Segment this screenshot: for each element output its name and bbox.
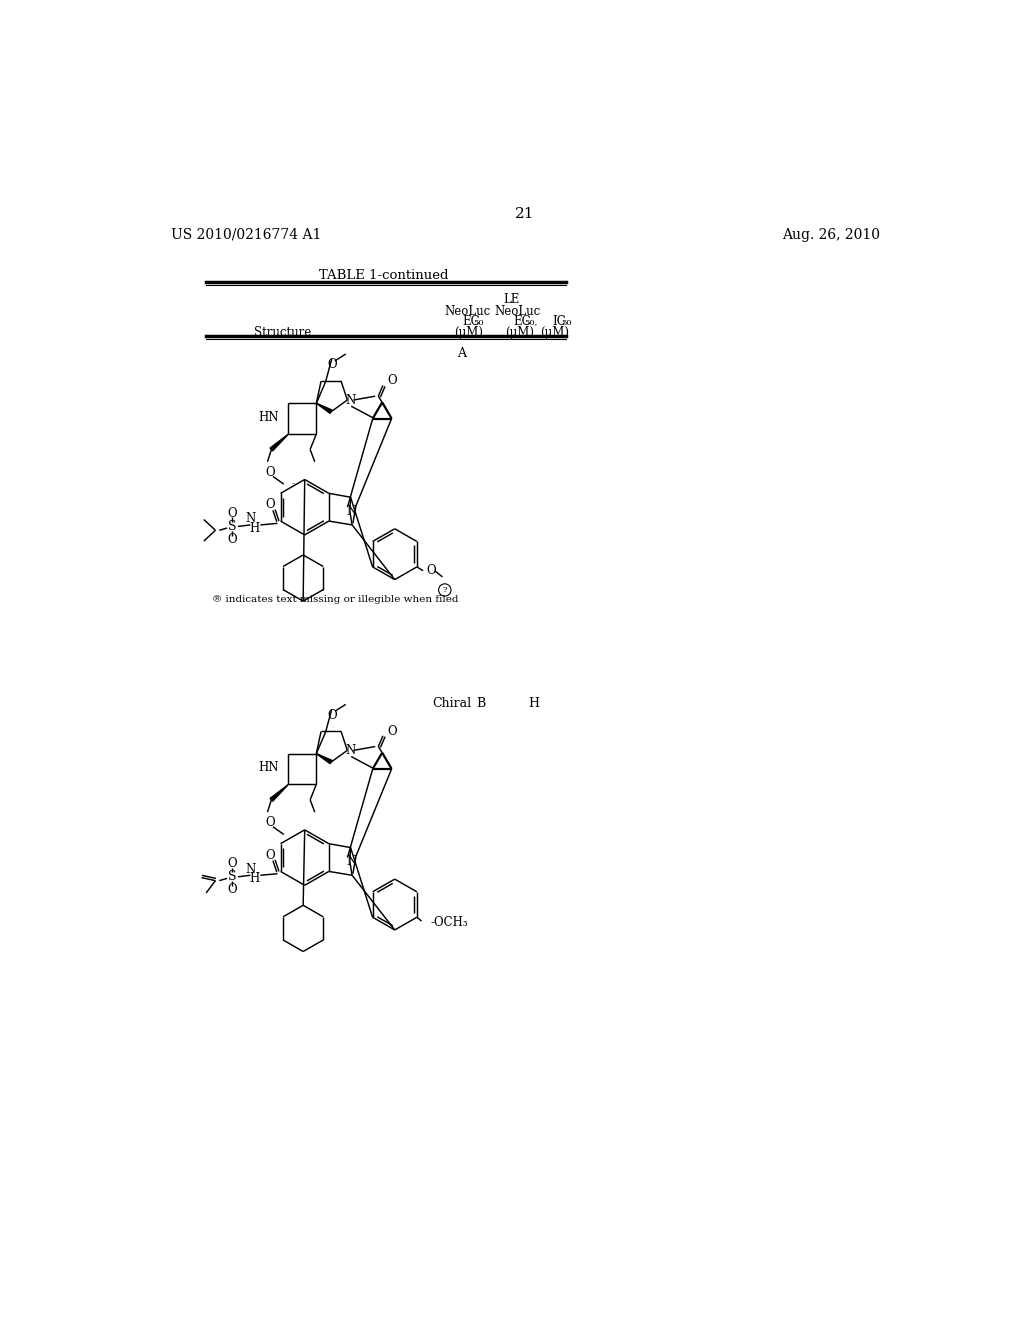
- Text: Structure: Structure: [254, 326, 311, 339]
- Text: H: H: [250, 521, 260, 535]
- Polygon shape: [270, 784, 289, 801]
- Text: 50: 50: [561, 318, 571, 326]
- Text: Chiral: Chiral: [432, 697, 472, 710]
- Text: H: H: [527, 697, 539, 710]
- Text: EC: EC: [513, 315, 530, 329]
- Text: 50: 50: [474, 318, 484, 326]
- Text: B: B: [476, 697, 485, 710]
- Polygon shape: [270, 434, 289, 451]
- Text: O: O: [426, 564, 435, 577]
- Text: O: O: [265, 499, 275, 511]
- Text: O: O: [227, 533, 238, 546]
- Text: N: N: [346, 504, 356, 517]
- Text: N: N: [346, 855, 356, 869]
- Text: O: O: [327, 358, 337, 371]
- Text: O: O: [227, 883, 238, 896]
- Text: O: O: [327, 709, 337, 722]
- Text: N: N: [345, 393, 355, 407]
- Text: A: A: [457, 347, 466, 360]
- Polygon shape: [316, 754, 332, 764]
- Text: ?: ?: [442, 586, 447, 594]
- Text: O: O: [227, 507, 238, 520]
- Text: O: O: [227, 857, 238, 870]
- Text: US 2010/0216774 A1: US 2010/0216774 A1: [171, 227, 321, 242]
- Text: IC: IC: [552, 315, 565, 329]
- Text: S: S: [228, 520, 237, 533]
- Text: O: O: [265, 849, 275, 862]
- Text: S: S: [228, 870, 237, 883]
- Text: NeoLuc: NeoLuc: [444, 305, 490, 318]
- Text: TABLE 1-continued: TABLE 1-continued: [319, 268, 449, 281]
- Text: O: O: [265, 816, 274, 829]
- Text: N: N: [345, 744, 355, 756]
- Text: O: O: [265, 466, 274, 479]
- Text: Aug. 26, 2010: Aug. 26, 2010: [781, 227, 880, 242]
- Text: O: O: [388, 375, 397, 387]
- Text: (μM): (μM): [541, 326, 569, 339]
- Text: N: N: [246, 512, 256, 525]
- Text: NeoLuc: NeoLuc: [495, 305, 541, 318]
- Text: (μM): (μM): [455, 326, 483, 339]
- Text: O: O: [388, 725, 397, 738]
- Text: ® indicates text missing or illegible when filed: ® indicates text missing or illegible wh…: [212, 595, 458, 605]
- Text: 50,: 50,: [524, 318, 538, 326]
- Text: -OCH₃: -OCH₃: [431, 916, 468, 929]
- Text: 21: 21: [515, 207, 535, 220]
- Text: HN: HN: [259, 760, 280, 774]
- Polygon shape: [316, 404, 332, 413]
- Text: Methyl: Methyl: [292, 483, 297, 484]
- Text: H: H: [250, 871, 260, 884]
- Text: (μM): (μM): [505, 326, 534, 339]
- Text: HN: HN: [259, 411, 280, 424]
- Text: EC: EC: [463, 315, 480, 329]
- Text: N: N: [246, 862, 256, 875]
- Text: LE: LE: [504, 293, 520, 306]
